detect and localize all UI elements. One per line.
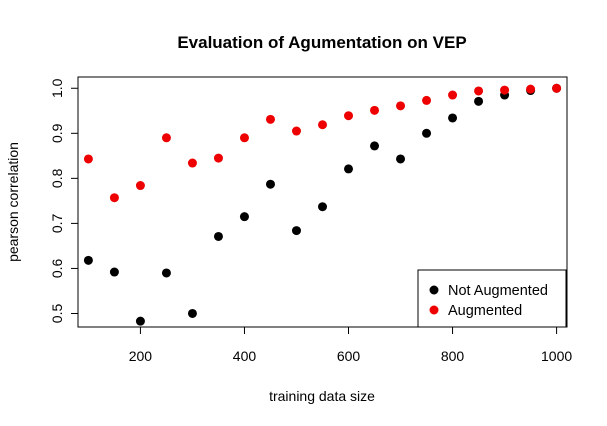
point-not-augmented — [239, 212, 249, 222]
point-augmented — [396, 101, 406, 111]
point-not-augmented — [422, 128, 432, 138]
point-not-augmented — [396, 154, 406, 164]
point-not-augmented — [109, 267, 119, 277]
point-augmented — [474, 86, 484, 96]
y-tick-label: 0.8 — [49, 168, 65, 188]
point-augmented — [291, 126, 301, 136]
point-not-augmented — [344, 164, 354, 174]
point-not-augmented — [265, 179, 275, 189]
point-augmented — [526, 84, 536, 94]
point-augmented — [161, 133, 171, 143]
point-not-augmented — [474, 96, 484, 106]
point-augmented — [552, 83, 562, 93]
data-points — [83, 83, 562, 326]
point-not-augmented — [135, 316, 145, 326]
point-not-augmented — [83, 255, 93, 265]
y-axis: 0.5 0.6 0.7 0.8 0.9 1.0 — [49, 78, 79, 324]
point-augmented — [265, 114, 275, 124]
point-augmented — [213, 153, 223, 163]
point-augmented — [318, 120, 327, 130]
x-axis: 200 400 600 800 1000 — [129, 326, 572, 364]
legend-box — [417, 269, 567, 328]
point-augmented — [448, 90, 458, 100]
x-tick-label: 800 — [441, 348, 465, 364]
legend-label-augmented: Augmented — [448, 303, 522, 319]
legend-marker-not-augmented — [429, 285, 439, 295]
point-not-augmented — [318, 202, 327, 212]
legend-marker-augmented — [429, 305, 439, 315]
point-augmented — [109, 193, 119, 203]
x-tick-label: 1000 — [541, 348, 572, 364]
point-augmented — [500, 85, 510, 95]
chart-title: Evaluation of Agumentation on VEP — [177, 33, 466, 52]
legend: Not Augmented Augmented — [417, 269, 567, 328]
point-augmented — [239, 133, 249, 143]
y-axis-label: pearson correlation — [5, 142, 21, 262]
point-not-augmented — [213, 231, 223, 241]
point-not-augmented — [161, 268, 171, 278]
point-not-augmented — [291, 226, 301, 236]
point-augmented — [135, 181, 145, 191]
point-augmented — [344, 111, 354, 121]
point-augmented — [83, 154, 93, 164]
y-tick-label: 0.7 — [49, 213, 65, 233]
point-augmented — [422, 95, 432, 105]
x-tick-label: 200 — [129, 348, 153, 364]
y-tick-label: 0.6 — [49, 259, 65, 279]
point-augmented — [187, 158, 197, 168]
point-not-augmented — [187, 308, 197, 318]
y-tick-label: 0.9 — [49, 123, 65, 143]
x-axis-label: training data size — [269, 388, 375, 404]
y-tick-label: 1.0 — [49, 78, 65, 98]
point-augmented — [370, 105, 380, 115]
point-not-augmented — [370, 141, 380, 151]
legend-label-not-augmented: Not Augmented — [448, 283, 548, 299]
point-not-augmented — [448, 113, 458, 123]
y-tick-label: 0.5 — [49, 304, 65, 324]
x-tick-label: 600 — [337, 348, 361, 364]
x-tick-label: 400 — [233, 348, 257, 364]
